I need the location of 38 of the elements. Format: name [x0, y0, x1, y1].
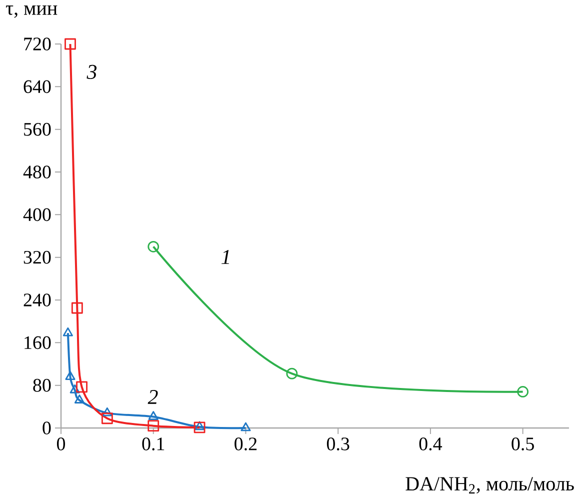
x-axis-title: DA/NH$_{2}$, моль/моль: [406, 477, 574, 494]
y-tick-label: 640: [24, 80, 51, 94]
annotation: 3: [86, 64, 97, 80]
y-tick-label: 0: [42, 422, 51, 434]
y-tick-label: 480: [23, 166, 51, 178]
point: [240, 422, 251, 432]
point: [76, 381, 88, 393]
point: [194, 421, 205, 430]
x-tick-label: 0.4: [419, 438, 442, 450]
point: [71, 302, 83, 314]
point: [517, 386, 529, 398]
y-tick-label: 560: [24, 122, 51, 136]
x-tick-label: 0.2: [234, 438, 257, 450]
point: [148, 420, 160, 432]
x-tick-label: 0.5: [512, 438, 534, 450]
point: [74, 394, 85, 404]
point: [65, 371, 76, 380]
point: [194, 422, 206, 434]
point: [62, 327, 73, 336]
annotation: 2: [148, 390, 158, 404]
y-tick-label: 720: [24, 38, 51, 50]
x-tick-label: 0: [56, 438, 66, 450]
y-axis-title: τ, мин: [6, 6, 58, 18]
point: [148, 240, 160, 252]
y-tick-label: 160: [24, 336, 51, 350]
y-tick-label: 240: [24, 294, 51, 306]
x-tick-label: 0.1: [142, 438, 164, 450]
point: [286, 368, 298, 380]
annotation: 1: [222, 250, 229, 264]
y-tick-label: 320: [24, 250, 51, 264]
y-tick-label: 400: [23, 208, 51, 222]
point: [101, 412, 113, 424]
point: [70, 384, 80, 394]
point: [102, 407, 112, 416]
point: [148, 411, 158, 420]
x-tick-label: 0.3: [326, 438, 350, 450]
point: [64, 38, 76, 50]
y-tick-label: 80: [33, 378, 51, 392]
